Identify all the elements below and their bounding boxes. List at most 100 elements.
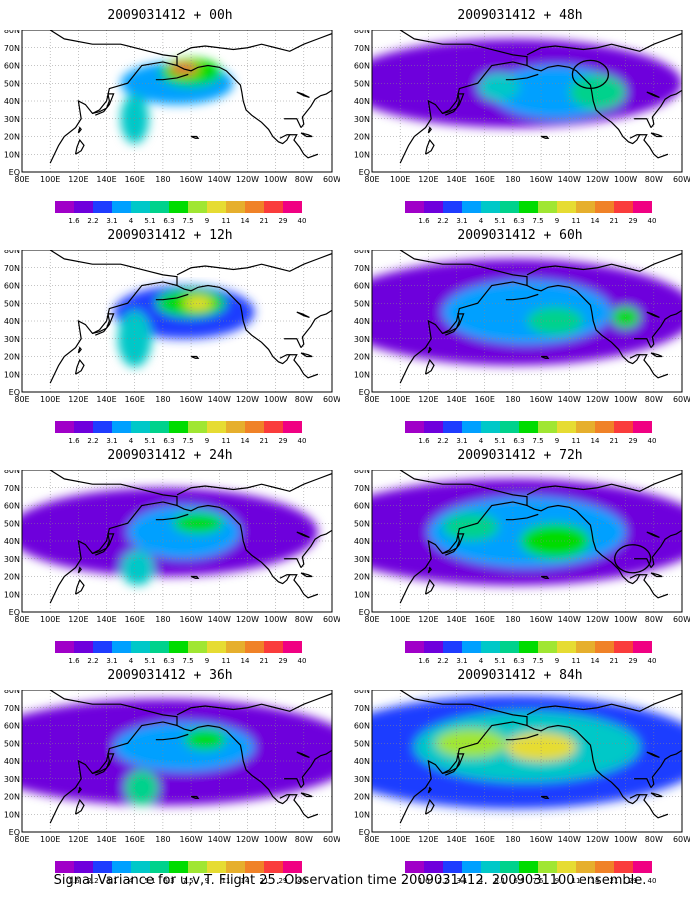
- variance-contour: [120, 549, 155, 586]
- lat-tick-label: 60N: [4, 282, 20, 291]
- colorbar-label: 40: [297, 877, 307, 885]
- lon-tick-label: 100E: [390, 175, 410, 184]
- colorbar-label: 40: [297, 657, 307, 665]
- colorbar-swatch: [443, 861, 462, 873]
- colorbar-label: 14: [240, 437, 250, 445]
- colorbar-label: 21: [609, 217, 619, 225]
- lon-tick-label: 120W: [236, 615, 259, 624]
- coastline: [634, 558, 652, 568]
- colorbar-label: 1.6: [418, 437, 430, 445]
- coastline: [424, 358, 435, 375]
- lat-tick-label: 40N: [4, 757, 20, 766]
- lon-tick-label: 60W: [673, 395, 690, 404]
- coastline: [650, 309, 682, 348]
- coastline: [155, 293, 189, 301]
- lat-tick-label: 10N: [354, 370, 370, 379]
- lat-tick-label: 20N: [4, 793, 20, 802]
- lon-tick-label: 140E: [446, 615, 466, 624]
- coastline: [526, 252, 682, 276]
- colorbar-label: 1.6: [68, 217, 80, 225]
- lon-tick-label: 60W: [323, 835, 340, 844]
- coastline: [155, 513, 189, 521]
- colorbar-label: 6.3: [513, 217, 525, 225]
- colorbar-swatch: [169, 641, 188, 653]
- colorbar-swatch: [150, 641, 169, 653]
- lon-tick-label: 80W: [295, 395, 313, 404]
- lon-tick-label: 80E: [364, 175, 379, 184]
- variance-contour: [172, 512, 224, 534]
- colorbar-swatch: [424, 421, 443, 433]
- colorbar-swatch: [150, 861, 169, 873]
- colorbar-swatch: [443, 421, 462, 433]
- coastline: [74, 798, 85, 815]
- lat-tick-label: 40N: [354, 97, 370, 106]
- lat-tick-label: 60N: [4, 722, 20, 731]
- colorbar-label: 3.1: [456, 657, 468, 665]
- colorbar-swatch: [112, 641, 131, 653]
- lat-tick-label: 60N: [354, 722, 370, 731]
- variance-contour: [442, 512, 499, 541]
- colorbar-label: 2.2: [87, 657, 99, 665]
- lon-tick-label: 80E: [364, 615, 379, 624]
- colorbar-label: 5.1: [144, 437, 156, 445]
- lon-tick-label: 160E: [475, 615, 495, 624]
- lon-tick-label: 160E: [125, 835, 145, 844]
- colorbar-swatch: [112, 201, 131, 213]
- colorbar-swatch: [150, 201, 169, 213]
- colorbar-swatch: [595, 421, 614, 433]
- coastline: [300, 529, 332, 568]
- lat-tick-label: 70N: [4, 704, 20, 713]
- lon-tick-label: 180: [505, 395, 520, 404]
- lat-tick-label: 50N: [354, 739, 370, 748]
- colorbar-label: 9: [204, 437, 210, 445]
- coastline: [424, 578, 435, 595]
- lon-tick-label: 160W: [529, 395, 552, 404]
- coastline: [427, 126, 432, 134]
- coastline: [296, 531, 310, 539]
- colorbar-label: 1.6: [68, 657, 80, 665]
- colorbar-swatch: [245, 861, 264, 873]
- colorbar-label: 40: [647, 877, 657, 885]
- lon-tick-label: 140W: [208, 175, 231, 184]
- colorbar-swatch: [481, 201, 500, 213]
- coastline: [92, 753, 115, 776]
- lon-tick-label: 80W: [295, 835, 313, 844]
- lat-tick-label: 70N: [4, 484, 20, 493]
- lon-tick-label: 160W: [529, 835, 552, 844]
- lat-tick-label: 10N: [354, 590, 370, 599]
- colorbar-label: 11: [221, 877, 231, 885]
- coastline: [650, 792, 663, 798]
- lat-tick-label: 20N: [354, 793, 370, 802]
- lon-tick-label: 140E: [96, 835, 116, 844]
- observation-circle: [571, 59, 610, 90]
- lon-tick-label: 60W: [673, 615, 690, 624]
- colorbar-label: 2.2: [437, 657, 449, 665]
- forecast-panel: 2009031412 + 60h EQ 10N 20N 30N 40N 50N 60N 70N 8…: [350, 228, 690, 445]
- coastline: [176, 64, 291, 145]
- colorbar-swatch: [207, 641, 226, 653]
- colorbar-label: 29: [628, 217, 638, 225]
- colorbar-swatch: [226, 641, 245, 653]
- lon-tick-label: 80W: [295, 175, 313, 184]
- colorbar-label: 6.3: [513, 877, 525, 885]
- coastline: [399, 250, 528, 384]
- colorbar-swatch: [557, 421, 576, 433]
- colorbar-swatch: [576, 861, 595, 873]
- lon-tick-label: 100W: [264, 835, 287, 844]
- coastline: [427, 566, 432, 574]
- lon-tick-label: 120W: [236, 395, 259, 404]
- colorbar-swatch: [283, 861, 302, 873]
- colorbar-swatch: [519, 201, 538, 213]
- colorbar-swatch: [207, 861, 226, 873]
- colorbar-label: 4: [478, 657, 484, 665]
- coastline: [505, 73, 539, 81]
- colorbar-swatch: [519, 421, 538, 433]
- variance-contour: [442, 280, 612, 345]
- lon-tick-label: 80E: [14, 175, 29, 184]
- lat-tick-label: 70N: [354, 44, 370, 53]
- coastline: [505, 733, 539, 741]
- coastline: [634, 118, 652, 128]
- lon-tick-label: 140W: [208, 615, 231, 624]
- colorbar-swatch: [538, 421, 557, 433]
- lon-tick-label: 180: [155, 395, 170, 404]
